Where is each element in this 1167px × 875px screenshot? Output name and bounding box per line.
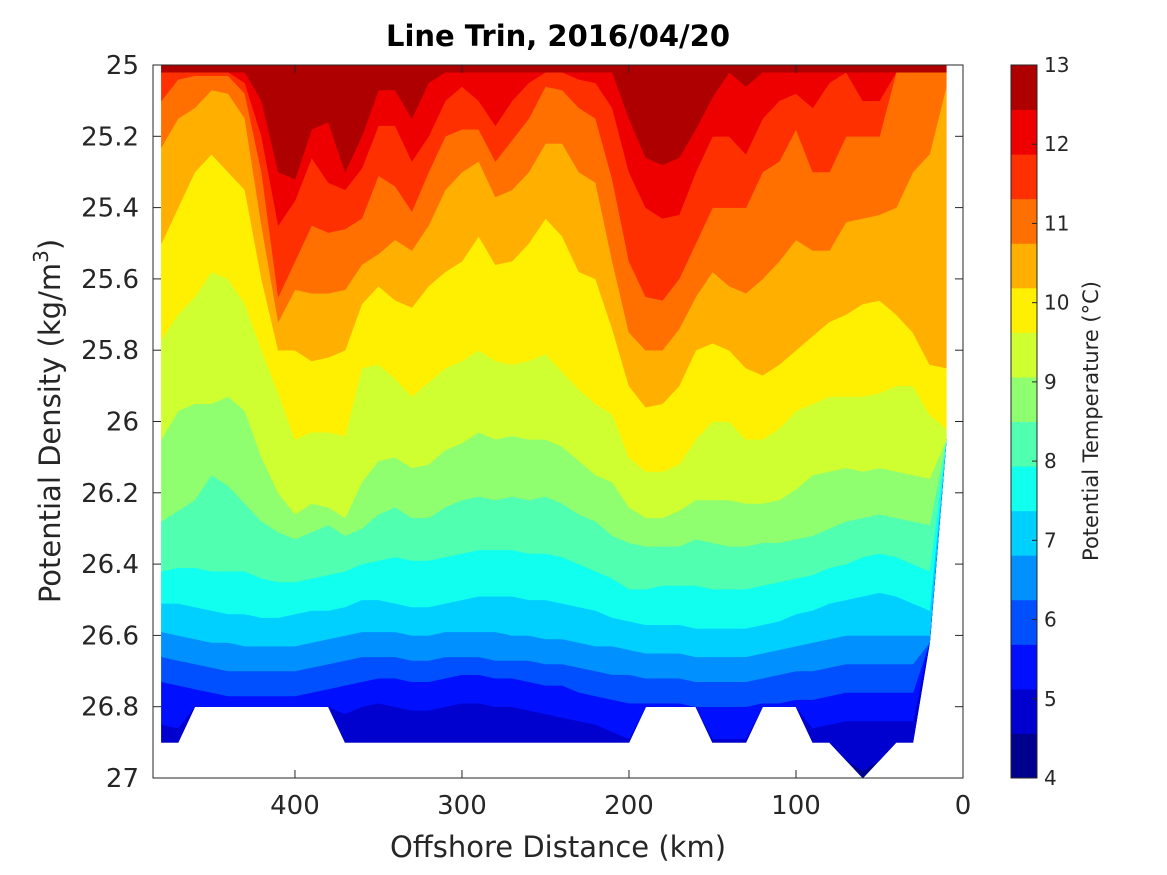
x-tick-label: 300 (437, 791, 487, 821)
colorbar-swatch (1011, 466, 1037, 512)
y-tick-label: 26 (106, 408, 139, 438)
x-axis: 400 300 200 100 0 (270, 65, 971, 821)
contour-band-12.5 (161, 65, 947, 119)
x-tick-label: 400 (270, 791, 320, 821)
colorbar: 4 5 6 7 8 9 10 11 12 13 (1010, 53, 1069, 790)
y-tick-label: 25 (106, 51, 139, 81)
chart-title: Line Trin, 2016/04/20 (386, 19, 730, 53)
colorbar-swatch (1011, 287, 1037, 333)
colorbar-swatch (1011, 688, 1037, 734)
y-tick-label: 25.6 (81, 265, 139, 295)
colorbar-swatch (1011, 109, 1037, 155)
colorbar-tick-label: 7 (1044, 528, 1057, 552)
colorbar-swatch (1011, 65, 1037, 111)
colorbar-swatch (1011, 154, 1037, 200)
colorbar-label: Potential Temperature (°C) (1079, 281, 1103, 561)
colorbar-tick-label: 6 (1044, 608, 1057, 632)
colorbar-tick-label: 12 (1044, 132, 1069, 156)
colorbar-tick-label: 9 (1044, 370, 1057, 394)
y-axis-label: Potential Density (kg/m3) (29, 239, 67, 603)
colorbar-tick-label: 4 (1044, 766, 1057, 790)
contour-fills (161, 65, 947, 778)
colorbar-swatch (1011, 644, 1037, 690)
colorbar-frame (1010, 64, 1038, 779)
colorbar-tick-label: 11 (1044, 211, 1069, 235)
y-tick-label: 25.2 (81, 122, 139, 152)
colorbar-swatch (1011, 421, 1037, 467)
colorbar-swatch (1011, 555, 1037, 601)
colorbar-swatch (1011, 599, 1037, 645)
colorbar-tick-label: 13 (1044, 53, 1069, 77)
x-tick-label: 200 (604, 791, 654, 821)
y-axis: 25 25.2 25.4 25.6 25.8 26 26.2 26.4 26.6 26.8 27 (81, 51, 963, 794)
x-tick-label: 0 (955, 791, 972, 821)
x-tick-label: 100 (771, 791, 821, 821)
colorbar-swatch (1011, 376, 1037, 422)
y-tick-label: 25.8 (81, 336, 139, 366)
y-tick-label: 25.4 (81, 194, 139, 224)
colorbar-swatch (1011, 733, 1037, 779)
y-tick-label: 26.2 (81, 479, 139, 509)
colorbar-swatch (1011, 332, 1037, 378)
y-tick-label: 26.8 (81, 693, 139, 723)
colorbar-tick-label: 8 (1044, 449, 1057, 473)
colorbar-swatch (1011, 510, 1037, 556)
colorbar-swatch (1011, 198, 1037, 244)
colorbar-swatch (1011, 243, 1037, 289)
colorbar-tick-label: 5 (1044, 687, 1057, 711)
y-tick-label: 26.4 (81, 550, 139, 580)
y-tick-label: 27 (106, 764, 139, 794)
y-tick-label: 26.6 (81, 621, 139, 651)
colorbar-tick-label: 10 (1044, 291, 1069, 315)
x-axis-label: Offshore Distance (km) (390, 830, 726, 864)
